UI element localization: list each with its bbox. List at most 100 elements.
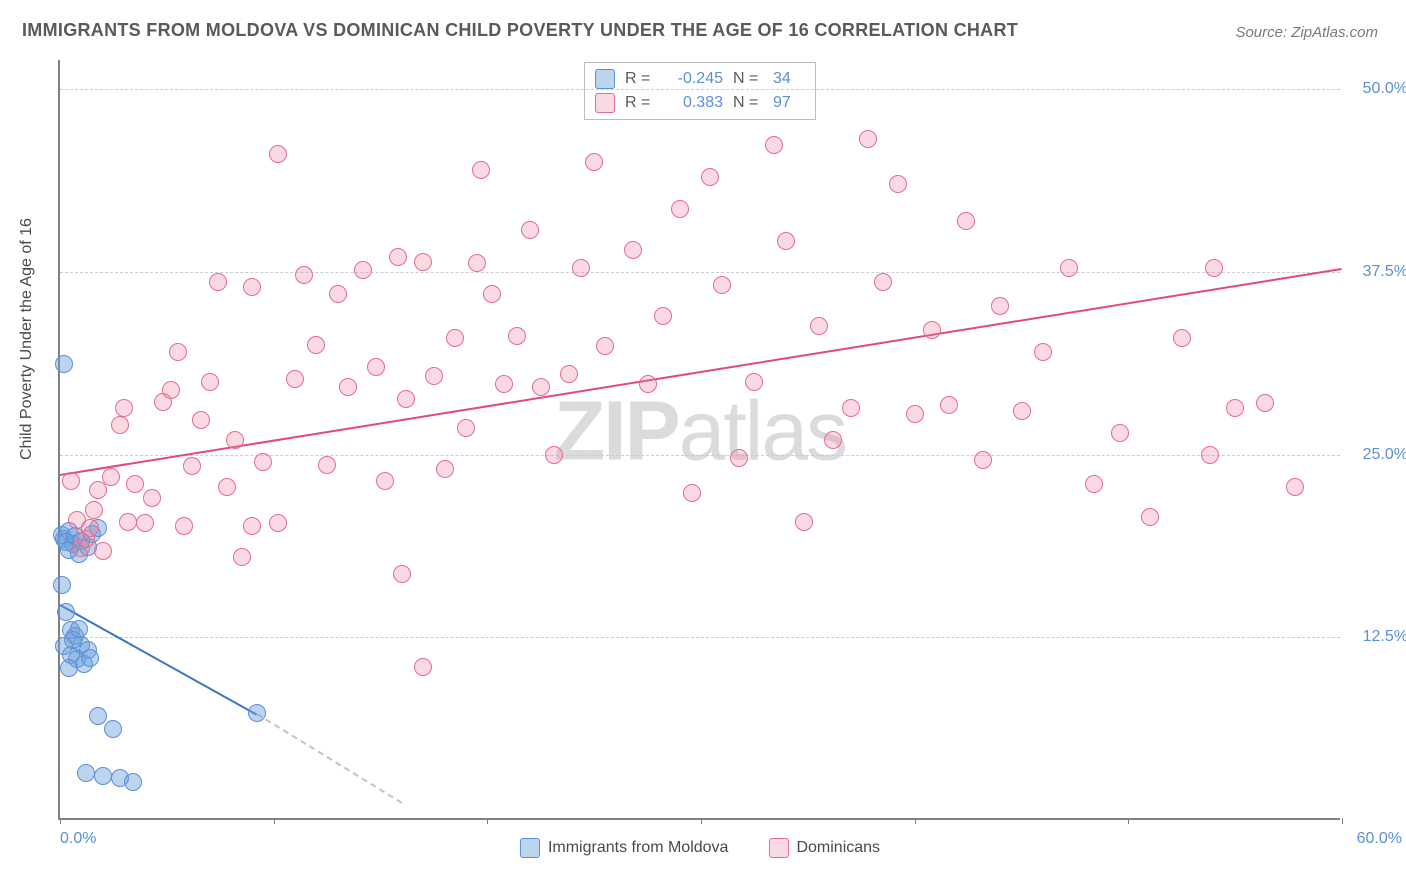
- data-point: [508, 327, 526, 345]
- y-tick-label: 12.5%: [1348, 628, 1406, 646]
- x-tick: [60, 818, 61, 824]
- data-point: [124, 773, 142, 791]
- data-point: [104, 720, 122, 738]
- data-point: [307, 336, 325, 354]
- data-point: [339, 378, 357, 396]
- data-point: [957, 212, 975, 230]
- legend-swatch: [768, 838, 788, 858]
- data-point: [671, 200, 689, 218]
- legend-n-label: N =: [733, 94, 763, 112]
- x-tick: [274, 818, 275, 824]
- x-tick: [1128, 818, 1129, 824]
- gridline-h: [60, 89, 1340, 90]
- data-point: [286, 370, 304, 388]
- legend-swatch-dominicans: [595, 93, 615, 113]
- data-point: [1034, 343, 1052, 361]
- data-point: [60, 659, 78, 677]
- data-point: [192, 411, 210, 429]
- legend-item: Immigrants from Moldova: [520, 838, 729, 858]
- data-point: [376, 472, 394, 490]
- data-point: [585, 153, 603, 171]
- data-point: [85, 501, 103, 519]
- data-point: [1256, 394, 1274, 412]
- legend-n-value-moldova: 34: [773, 70, 803, 88]
- data-point: [295, 266, 313, 284]
- legend-n-value-dominicans: 97: [773, 94, 803, 112]
- data-point: [991, 297, 1009, 315]
- data-point: [683, 484, 701, 502]
- data-point: [119, 513, 137, 531]
- data-point: [810, 317, 828, 335]
- data-point: [468, 254, 486, 272]
- data-point: [175, 517, 193, 535]
- source-credit: Source: ZipAtlas.com: [1235, 24, 1378, 41]
- data-point: [425, 367, 443, 385]
- data-point: [572, 259, 590, 277]
- legend-r-value-dominicans: 0.383: [665, 94, 723, 112]
- data-point: [1226, 399, 1244, 417]
- data-point: [842, 399, 860, 417]
- data-point: [169, 343, 187, 361]
- data-point: [367, 358, 385, 376]
- legend-row-dominicans: R = 0.383 N = 97: [595, 91, 803, 115]
- data-point: [436, 460, 454, 478]
- data-point: [545, 446, 563, 464]
- data-point: [795, 513, 813, 531]
- data-point: [457, 419, 475, 437]
- data-point: [254, 453, 272, 471]
- data-point: [874, 273, 892, 291]
- data-point: [389, 248, 407, 266]
- data-point: [269, 145, 287, 163]
- data-point: [329, 285, 347, 303]
- data-point: [218, 478, 236, 496]
- data-point: [1205, 259, 1223, 277]
- data-point: [397, 390, 415, 408]
- legend-swatch-moldova: [595, 69, 615, 89]
- data-point: [521, 221, 539, 239]
- correlation-legend: R = -0.245 N = 34 R = 0.383 N = 97: [584, 62, 816, 120]
- data-point: [354, 261, 372, 279]
- data-point: [233, 548, 251, 566]
- data-point: [115, 399, 133, 417]
- gridline-h: [60, 455, 1340, 456]
- data-point: [859, 130, 877, 148]
- x-tick: [915, 818, 916, 824]
- y-tick-label: 50.0%: [1348, 80, 1406, 98]
- data-point: [472, 161, 490, 179]
- data-point: [414, 658, 432, 676]
- data-point: [102, 468, 120, 486]
- data-point: [923, 321, 941, 339]
- data-point: [70, 620, 88, 638]
- chart-title: IMMIGRANTS FROM MOLDOVA VS DOMINICAN CHI…: [22, 20, 1018, 41]
- data-point: [765, 136, 783, 154]
- legend-r-value-moldova: -0.245: [665, 70, 723, 88]
- x-tick: [1342, 818, 1343, 824]
- watermark-thin: atlas: [679, 384, 846, 478]
- legend-row-moldova: R = -0.245 N = 34: [595, 67, 803, 91]
- data-point: [269, 514, 287, 532]
- data-point: [713, 276, 731, 294]
- data-point: [243, 278, 261, 296]
- data-point: [89, 707, 107, 725]
- data-point: [81, 519, 99, 537]
- legend-n-label: N =: [733, 70, 763, 88]
- data-point: [414, 253, 432, 271]
- data-point: [1141, 508, 1159, 526]
- data-point: [81, 649, 99, 667]
- data-point: [183, 457, 201, 475]
- legend-item: Dominicans: [768, 838, 880, 858]
- series-legend: Immigrants from Moldova Dominicans: [520, 838, 880, 858]
- data-point: [483, 285, 501, 303]
- trend-line: [256, 713, 402, 804]
- data-point: [940, 396, 958, 414]
- data-point: [1085, 475, 1103, 493]
- data-point: [77, 764, 95, 782]
- legend-label: Dominicans: [796, 839, 880, 857]
- data-point: [974, 451, 992, 469]
- data-point: [248, 704, 266, 722]
- data-point: [824, 431, 842, 449]
- data-point: [532, 378, 550, 396]
- y-tick-label: 37.5%: [1348, 263, 1406, 281]
- data-point: [906, 405, 924, 423]
- legend-swatch: [520, 838, 540, 858]
